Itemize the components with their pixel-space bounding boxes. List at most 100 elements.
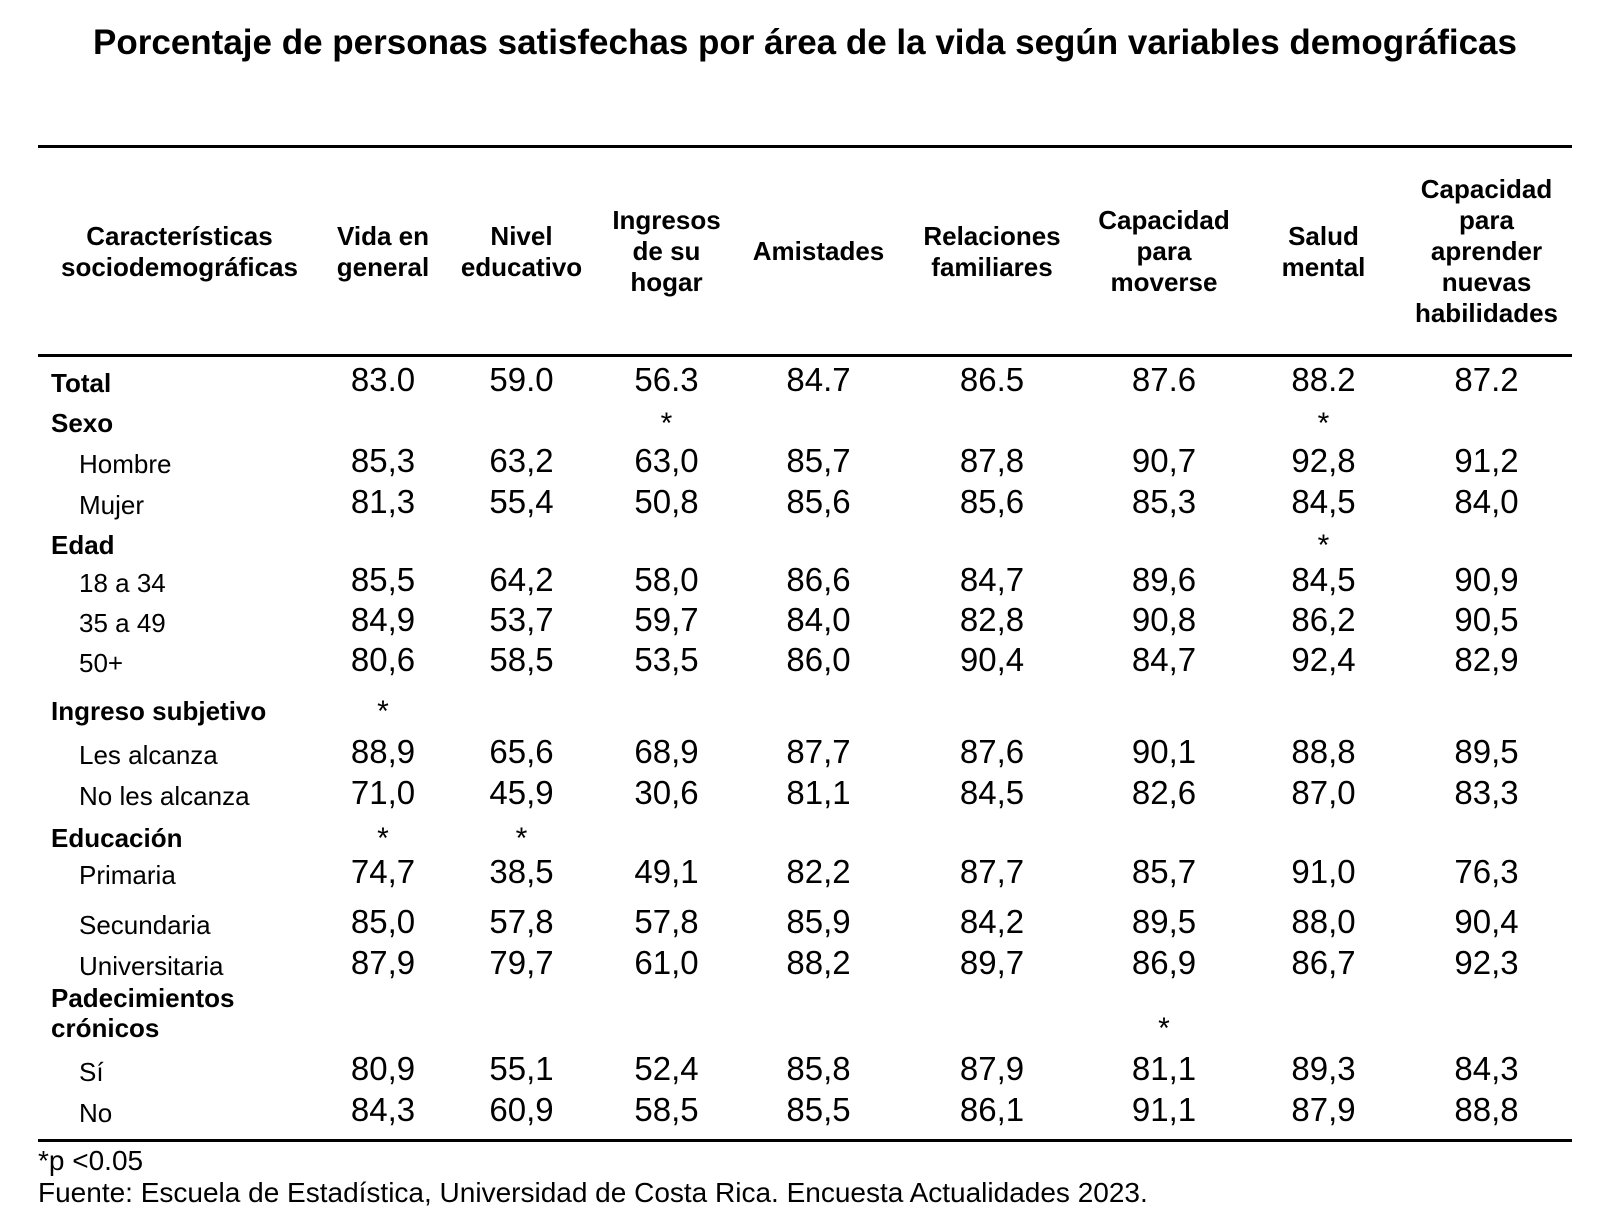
row-label: Primaria bbox=[79, 860, 176, 890]
table-row: Secundaria 85,0 57,8 57,8 85,9 84,2 89,5 88,0 90… bbox=[38, 890, 1572, 941]
table-row: Sí 80,9 55,1 52,4 85,8 87,9 81,1 89,3 84,3 bbox=[38, 1043, 1572, 1088]
significance-marker bbox=[902, 811, 1082, 853]
table-cell: 84,5 bbox=[959, 774, 1025, 811]
top-rule bbox=[38, 145, 1572, 148]
table-cell: 85,3 bbox=[350, 442, 416, 479]
table-cell: 89,6 bbox=[1131, 561, 1197, 598]
table-cell: 74,7 bbox=[350, 853, 416, 890]
significance-marker bbox=[321, 398, 445, 438]
significance-marker bbox=[445, 981, 598, 1043]
significance-marker bbox=[445, 398, 598, 438]
row-label: 18 a 34 bbox=[79, 568, 166, 598]
table-cell: 55,4 bbox=[489, 483, 554, 520]
significance-marker bbox=[321, 520, 445, 560]
table-cell: 92,8 bbox=[1291, 442, 1356, 479]
significance-marker bbox=[902, 678, 1082, 726]
significance-marker bbox=[735, 811, 902, 853]
table-cell: 90,7 bbox=[1131, 442, 1197, 479]
table-cell: 58,0 bbox=[634, 561, 699, 598]
table-cell: 84,0 bbox=[1454, 483, 1519, 520]
table-cell: 59,7 bbox=[634, 601, 699, 638]
table-cell: 86,9 bbox=[1131, 944, 1197, 981]
table-cell: 87.2 bbox=[1454, 361, 1519, 398]
significance-marker: * bbox=[377, 695, 389, 728]
significance-marker: * bbox=[1158, 1012, 1170, 1045]
table-cell: 84.7 bbox=[786, 361, 851, 398]
table-cell: 85,0 bbox=[350, 903, 416, 940]
significance-marker bbox=[598, 811, 735, 853]
significance-marker bbox=[1246, 678, 1401, 726]
column-header: Relaciones familiares bbox=[923, 220, 1061, 282]
table-cell: 30,6 bbox=[634, 774, 699, 811]
significance-footnote: *p <0.05 bbox=[38, 1145, 144, 1176]
significance-marker bbox=[1082, 811, 1246, 853]
table-cell: 88,0 bbox=[1291, 903, 1356, 940]
table-cell: 84,7 bbox=[1131, 641, 1197, 678]
table-cell: 85,3 bbox=[1131, 483, 1197, 520]
significance-marker bbox=[1082, 398, 1246, 438]
table-cell: 91,1 bbox=[1131, 1091, 1197, 1128]
row-label: Hombre bbox=[79, 449, 172, 479]
table-cell: 71,0 bbox=[350, 774, 416, 811]
column-header: Ingresos de su hogar bbox=[612, 205, 721, 297]
significance-marker bbox=[598, 981, 735, 1043]
row-label: 50+ bbox=[79, 648, 124, 678]
significance-marker bbox=[445, 678, 598, 726]
column-header-characteristics: Características sociodemográficas bbox=[61, 220, 298, 282]
table-cell: 86,1 bbox=[959, 1091, 1025, 1128]
significance-marker: * bbox=[377, 822, 389, 855]
table-cell: 89,5 bbox=[1454, 733, 1519, 770]
column-header: Nivel educativo bbox=[460, 220, 583, 282]
significance-marker bbox=[735, 678, 902, 726]
table-cell: 84,5 bbox=[1291, 483, 1356, 520]
significance-marker bbox=[1082, 520, 1246, 560]
table-cell: 60,9 bbox=[489, 1091, 554, 1128]
row-label: Universitaria bbox=[79, 951, 224, 981]
header-row: Características sociodemográficas Vida en… bbox=[38, 149, 1572, 354]
significance-marker bbox=[902, 520, 1082, 560]
table-cell: 90,5 bbox=[1454, 601, 1519, 638]
significance-marker bbox=[598, 520, 735, 560]
table-row: 35 a 49 84,9 53,7 59,7 84,0 82,8 90,8 86,2 90,5 bbox=[38, 598, 1572, 639]
group-label: Ingreso subjetivo bbox=[51, 696, 267, 726]
table-cell: 87,7 bbox=[959, 853, 1025, 890]
table-cell: 55,1 bbox=[489, 1050, 554, 1087]
table-cell: 86.5 bbox=[959, 361, 1025, 398]
table-cell: 89,5 bbox=[1131, 903, 1197, 940]
group-label: Padecimientos crónicos bbox=[51, 983, 235, 1043]
row-label: 35 a 49 bbox=[79, 608, 166, 638]
header-rule bbox=[38, 354, 1572, 357]
table-cell: 86,0 bbox=[786, 641, 851, 678]
significance-marker bbox=[1082, 678, 1246, 726]
group-header-row: Padecimientos crónicos * bbox=[38, 981, 1572, 1045]
table-cell: 45,9 bbox=[489, 774, 554, 811]
row-label: Mujer bbox=[79, 490, 145, 520]
column-header: Capacidad para aprender nuevas habilidad… bbox=[1414, 174, 1559, 328]
group-label: Edad bbox=[51, 530, 115, 560]
table-cell: 91,0 bbox=[1291, 853, 1356, 890]
significance-marker bbox=[1401, 981, 1572, 1043]
table-cell: 85,6 bbox=[786, 483, 851, 520]
table-cell: 80,9 bbox=[350, 1050, 416, 1087]
satisfaction-table: Características sociodemográficas Vida en… bbox=[38, 149, 1572, 1128]
table-row: No les alcanza 71,0 45,9 30,6 81,1 84,5 82,6 87… bbox=[38, 770, 1572, 812]
significance-marker bbox=[735, 981, 902, 1043]
table-cell: 90,9 bbox=[1454, 561, 1519, 598]
row-label: Sí bbox=[79, 1057, 104, 1087]
table-cell: 87,6 bbox=[959, 733, 1025, 770]
table-cell: 85,8 bbox=[786, 1050, 851, 1087]
column-header: Amistades bbox=[752, 236, 885, 266]
table-cell: 68,9 bbox=[634, 733, 699, 770]
table-cell: 82,2 bbox=[786, 853, 851, 890]
table-cell: 84,7 bbox=[959, 561, 1025, 598]
significance-marker bbox=[1401, 520, 1572, 560]
group-label: Sexo bbox=[51, 408, 114, 438]
table-cell: 85,5 bbox=[350, 561, 416, 598]
significance-marker: * bbox=[1317, 529, 1330, 562]
row-label: Secundaria bbox=[79, 910, 211, 940]
table-cell: 86,6 bbox=[786, 561, 851, 598]
table-cell: 61,0 bbox=[634, 944, 699, 981]
table-row-total: Total 83.0 59.0 56.3 84.7 86.5 87.6 88.2 87.2 bbox=[38, 354, 1572, 399]
row-label: No bbox=[79, 1098, 113, 1128]
table-cell: 90,4 bbox=[959, 641, 1025, 678]
